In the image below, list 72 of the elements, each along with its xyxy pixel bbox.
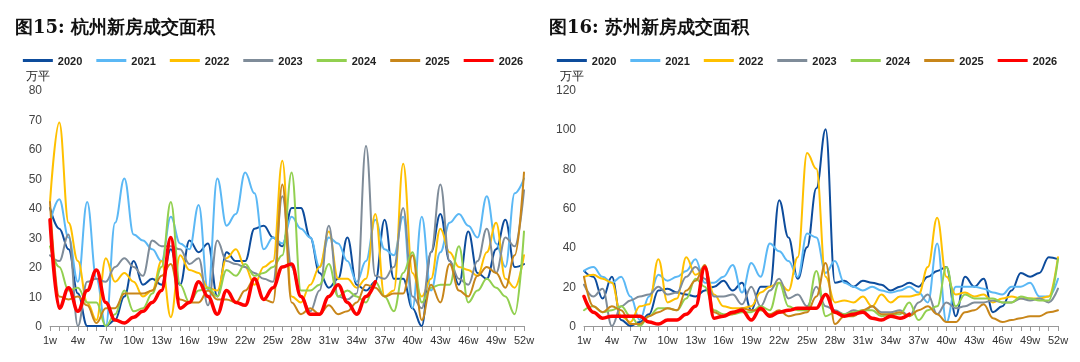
x-tick-label: 1w xyxy=(576,333,592,346)
x-tick-label: 10w xyxy=(123,333,144,346)
x-tick-label: 46w xyxy=(992,333,1013,346)
x-tick-label: 19w xyxy=(741,333,762,346)
y-tick-label: 10 xyxy=(28,289,43,304)
x-tick-label: 31w xyxy=(318,333,339,346)
y-tick-label: 120 xyxy=(555,83,577,97)
x-tick-label: 25w xyxy=(796,333,818,346)
x-tick-label: 7w xyxy=(98,333,113,346)
y-tick-label: 20 xyxy=(562,279,577,294)
y-tick-label: 100 xyxy=(555,122,577,137)
legend-label: 2020 xyxy=(57,54,83,67)
legend-label: 2025 xyxy=(425,54,450,67)
y-tick-label: 0 xyxy=(35,319,43,333)
legend-label: 2026 xyxy=(1032,54,1058,67)
x-tick-label: 52w xyxy=(513,333,535,346)
y-axis-title: 万平 xyxy=(26,69,50,83)
x-tick-label: 34w xyxy=(880,333,901,346)
legend-label: 2023 xyxy=(812,54,837,67)
legend-label: 2022 xyxy=(204,54,230,67)
x-tick-label: 31w xyxy=(852,333,873,346)
legend-label: 2021 xyxy=(131,54,156,67)
y-tick-label: 50 xyxy=(28,171,43,186)
chart-title: 图16: 苏州新房成交面积 xyxy=(549,15,750,37)
x-tick-label: 4w xyxy=(604,333,619,346)
x-tick-label: 19w xyxy=(207,333,228,346)
legend-label: 2024 xyxy=(351,54,378,67)
y-tick-label: 30 xyxy=(28,230,43,245)
x-tick-label: 40w xyxy=(936,333,957,346)
legend-label: 2024 xyxy=(885,54,912,67)
x-tick-label: 46w xyxy=(458,333,479,346)
legend-label: 2023 xyxy=(278,54,303,67)
y-tick-label: 0 xyxy=(569,319,577,333)
y-tick-label: 60 xyxy=(562,201,577,215)
x-tick-label: 43w xyxy=(430,333,451,346)
legend-label: 2025 xyxy=(959,54,984,67)
x-tick-label: 10w xyxy=(657,333,678,346)
x-tick-label: 34w xyxy=(346,333,367,346)
x-tick-label: 28w xyxy=(824,333,846,346)
x-tick-label: 16w xyxy=(179,333,200,346)
legend-label: 2022 xyxy=(738,54,764,67)
y-tick-label: 20 xyxy=(28,260,43,274)
y-tick-label: 60 xyxy=(28,142,43,156)
line-series xyxy=(582,265,912,326)
x-tick-label: 4w xyxy=(70,333,85,346)
x-tick-label: 16w xyxy=(713,333,734,346)
x-tick-label: 22w xyxy=(769,333,790,346)
x-tick-label: 7w xyxy=(632,333,647,346)
x-tick-label: 40w xyxy=(402,333,423,346)
x-tick-label: 49w xyxy=(486,333,507,346)
y-tick-label: 70 xyxy=(28,112,43,127)
x-tick-label: 22w xyxy=(235,333,256,346)
x-tick-label: 37w xyxy=(374,333,395,346)
chart-title: 图15: 杭州新房成交面积 xyxy=(15,15,216,37)
x-tick-label: 25w xyxy=(262,333,284,346)
legend-label: 2021 xyxy=(665,54,690,67)
x-tick-label: 43w xyxy=(964,333,985,346)
x-tick-label: 13w xyxy=(685,333,706,346)
x-tick-label: 49w xyxy=(1020,333,1041,346)
x-tick-label: 1w xyxy=(42,333,58,346)
y-tick-label: 40 xyxy=(28,201,43,215)
y-tick-label: 40 xyxy=(562,240,577,255)
x-tick-label: 52w xyxy=(1047,333,1069,346)
y-axis-title: 万平 xyxy=(560,69,584,83)
y-tick-label: 80 xyxy=(28,83,43,97)
x-tick-label: 28w xyxy=(290,333,312,346)
y-tick-label: 80 xyxy=(562,161,577,176)
x-tick-label: 37w xyxy=(908,333,929,346)
x-tick-label: 13w xyxy=(151,333,172,346)
line-series xyxy=(48,218,378,325)
legend-label: 2020 xyxy=(591,54,617,67)
legend-label: 2026 xyxy=(498,54,524,67)
